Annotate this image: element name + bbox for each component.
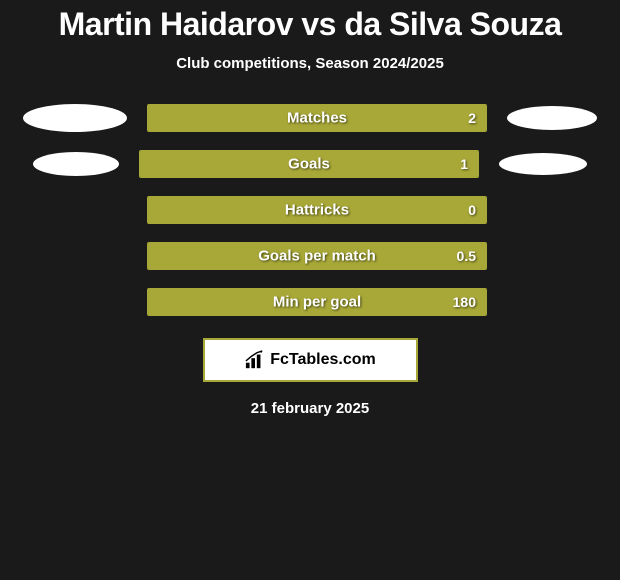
stat-bar-fill <box>148 243 486 269</box>
date-text: 21 february 2025 <box>251 400 369 417</box>
bar-chart-icon <box>244 350 266 370</box>
brand-box: FcTables.com <box>203 338 418 382</box>
stat-row: Goals1 <box>0 150 620 178</box>
brand-text: FcTables.com <box>270 351 376 369</box>
stat-bar: Matches2 <box>147 104 487 132</box>
stat-bar: Goals1 <box>139 150 479 178</box>
right-ellipse <box>499 153 587 175</box>
left-ellipse <box>33 152 119 176</box>
right-ellipse <box>507 106 597 130</box>
left-ellipse <box>23 104 127 132</box>
subtitle: Club competitions, Season 2024/2025 <box>176 55 444 72</box>
stat-row: Min per goal180 <box>0 288 620 316</box>
stat-bar: Min per goal180 <box>147 288 487 316</box>
stat-row: Hattricks0 <box>0 196 620 224</box>
stat-bar-fill <box>148 289 486 315</box>
stat-bar-fill <box>140 151 478 177</box>
stat-row: Goals per match0.5 <box>0 242 620 270</box>
stat-bar: Hattricks0 <box>147 196 487 224</box>
stat-bar-fill <box>148 197 486 223</box>
stats-rows: Matches2 Goals1 Hattricks0 Goals per match0… <box>0 104 620 316</box>
stat-row: Matches2 <box>0 104 620 132</box>
stat-bar-fill <box>148 105 486 131</box>
page-title: Martin Haidarov vs da Silva Souza <box>59 6 562 43</box>
stat-bar: Goals per match0.5 <box>147 242 487 270</box>
